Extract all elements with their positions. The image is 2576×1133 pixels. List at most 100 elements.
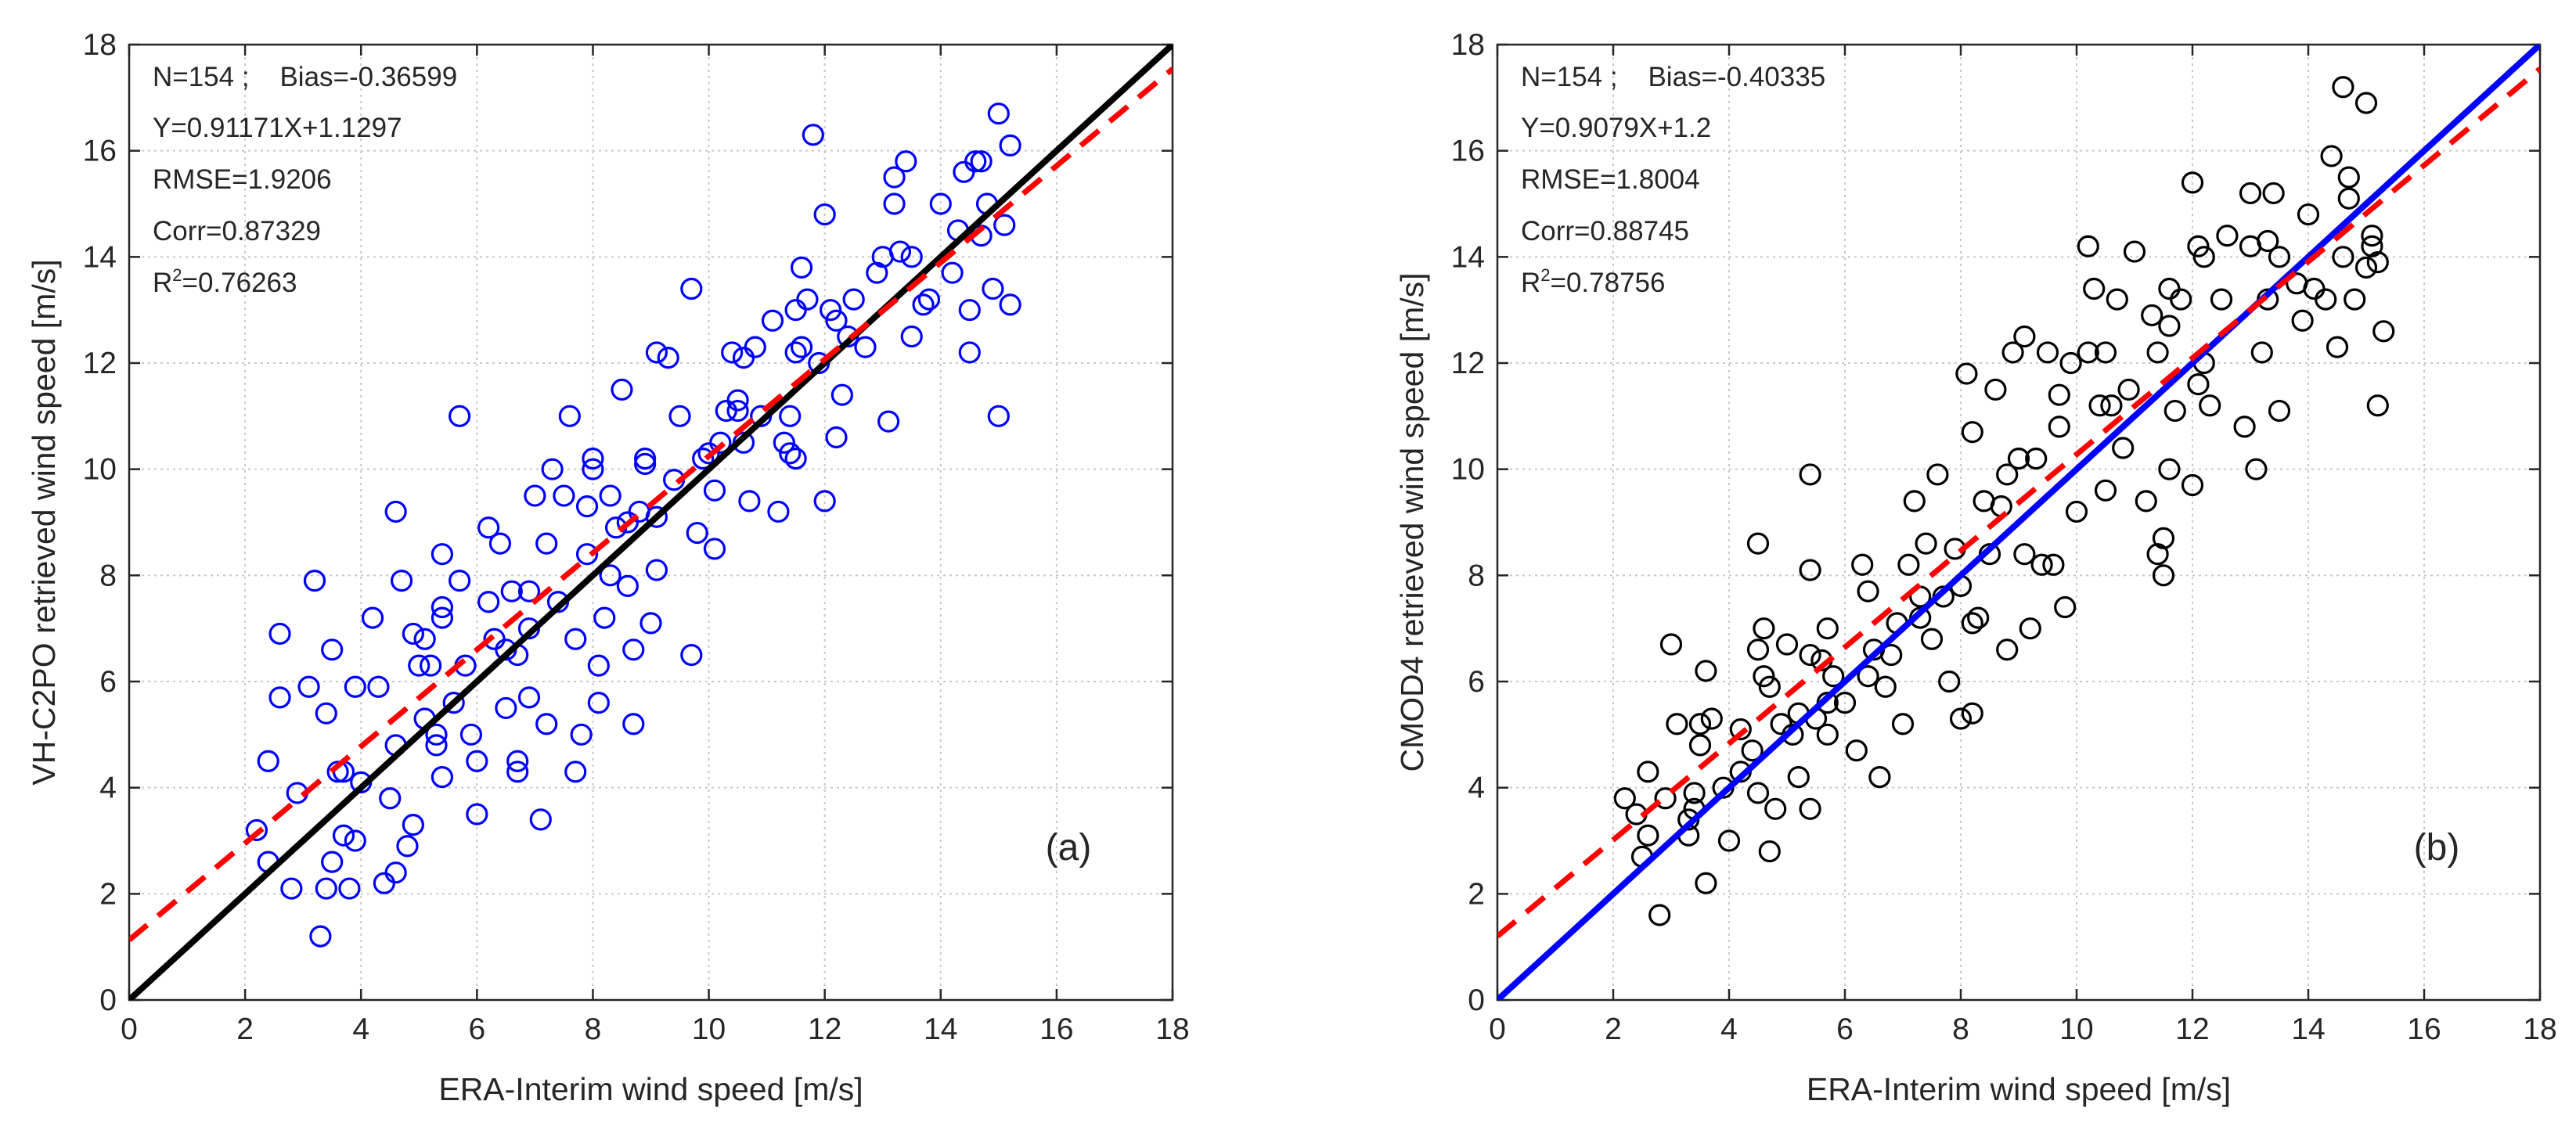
- data-point: [268, 622, 291, 646]
- identity-line: [1497, 45, 2540, 1000]
- data-point: [2042, 553, 2065, 576]
- data-point: [2320, 145, 2343, 167]
- x-tick-label: 10: [692, 1013, 726, 1046]
- data-point: [2332, 76, 2354, 99]
- data-point: [1746, 532, 1770, 555]
- data-point: [900, 246, 923, 268]
- data-point: [449, 570, 471, 592]
- data-point: [825, 309, 848, 332]
- data-point: [431, 595, 454, 619]
- stat-corr: Corr=0.87329: [153, 216, 321, 246]
- data-point: [645, 559, 668, 581]
- x-tick-label: 16: [1039, 1013, 1073, 1046]
- data-point: [2077, 341, 2099, 364]
- stat-fit-equation: Y=0.91171X+1.1297: [153, 113, 402, 143]
- data-point: [802, 124, 824, 146]
- data-point: [367, 675, 390, 698]
- data-point: [477, 591, 500, 613]
- panel-label: (b): [2414, 827, 2460, 869]
- y-tick-label: 14: [1451, 240, 1485, 274]
- data-point: [280, 877, 303, 900]
- data-point: [2152, 564, 2175, 587]
- data-point: [2366, 394, 2389, 417]
- data-point: [2332, 246, 2354, 268]
- y-tick-label: 14: [83, 240, 117, 274]
- data-point: [2158, 315, 2181, 337]
- x-tick-label: 18: [2523, 1013, 2556, 1046]
- y-tick-label: 0: [1468, 984, 1485, 1017]
- data-point: [784, 299, 807, 322]
- data-point: [309, 925, 332, 948]
- data-point: [2210, 288, 2233, 311]
- data-point: [390, 570, 413, 592]
- stat-r2-sup: 2: [1540, 265, 1550, 285]
- data-point: [517, 686, 541, 709]
- data-point: [993, 214, 1016, 236]
- data-point: [1695, 872, 1717, 894]
- data-point: [1996, 638, 2019, 661]
- data-point: [2083, 277, 2106, 300]
- data-point: [268, 686, 291, 709]
- x-axis-label: ERA-Interim wind speed [m/s]: [438, 1071, 863, 1107]
- data-point: [2123, 240, 2146, 263]
- x-tick-label: 6: [1836, 1013, 1854, 1046]
- data-point: [1949, 707, 1973, 730]
- data-point: [999, 293, 1021, 316]
- data-point: [564, 628, 587, 650]
- plot-area: [1497, 45, 2540, 1000]
- data-point: [1799, 797, 1821, 820]
- data-point: [466, 803, 488, 825]
- data-point: [941, 261, 964, 284]
- data-point: [2036, 341, 2059, 364]
- data-point: [1688, 734, 1712, 757]
- data-point: [645, 505, 668, 528]
- data-point: [1688, 713, 1712, 736]
- data-point: [2146, 543, 2169, 566]
- data-point: [2025, 447, 2048, 470]
- plot-area: [129, 45, 1173, 1000]
- y-axis-label: CMOD4 retrieved wind speed [m/s]: [1394, 272, 1430, 772]
- data-point: [506, 750, 529, 772]
- data-point: [1746, 638, 1770, 661]
- data-point: [425, 734, 448, 757]
- data-point: [402, 814, 424, 836]
- x-tick-label: 2: [1605, 1013, 1622, 1046]
- data-point: [384, 500, 407, 523]
- data-point: [1729, 718, 1752, 741]
- data-point: [1659, 633, 1683, 656]
- data-point: [587, 692, 610, 714]
- data-point: [883, 166, 906, 189]
- data-point: [344, 829, 366, 852]
- data-point: [517, 580, 541, 602]
- data-point: [1787, 765, 1810, 789]
- y-tick-label: 10: [83, 453, 117, 487]
- data-point: [2291, 309, 2314, 332]
- data-point: [2013, 325, 2036, 348]
- data-point: [622, 713, 645, 736]
- x-tick-label: 12: [808, 1013, 841, 1046]
- data-point: [553, 484, 575, 507]
- data-point: [2094, 341, 2117, 364]
- data-point: [616, 574, 639, 598]
- data-point: [958, 341, 981, 364]
- data-point: [2106, 288, 2128, 311]
- data-point: [2048, 415, 2070, 438]
- data-point: [1874, 675, 1897, 698]
- data-point: [587, 654, 610, 677]
- data-point: [2192, 246, 2215, 268]
- data-point: [732, 347, 755, 369]
- data-point: [1880, 643, 1903, 667]
- x-tick-label: 6: [468, 1013, 485, 1046]
- data-point: [1648, 904, 1671, 926]
- y-tick-label: 4: [99, 772, 117, 805]
- data-point: [2163, 399, 2186, 423]
- fit-line: [129, 67, 1173, 943]
- data-point: [2268, 246, 2291, 268]
- data-point: [535, 713, 558, 736]
- x-tick-label: 16: [2407, 1013, 2441, 1046]
- data-point: [900, 325, 923, 348]
- grid: [129, 45, 1173, 1000]
- x-tick-label: 0: [1489, 1013, 1506, 1046]
- data-point: [2146, 341, 2169, 364]
- data-point: [1816, 723, 1839, 746]
